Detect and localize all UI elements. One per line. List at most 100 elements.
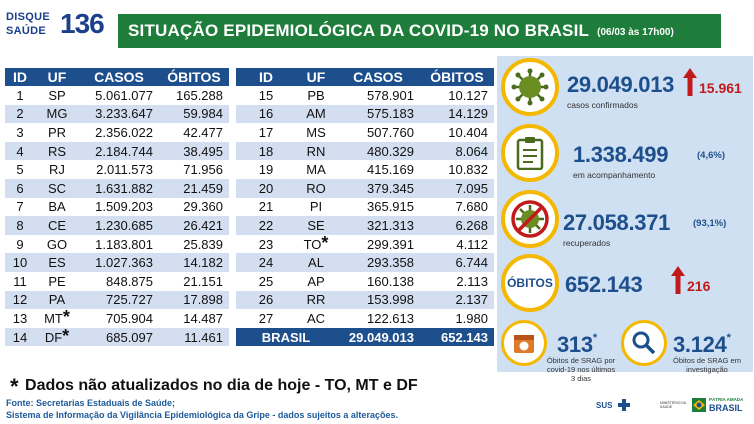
cell-obitos: 71.956: [159, 160, 229, 179]
cell-casos: 848.875: [79, 271, 159, 291]
cell-uf: AC: [296, 309, 336, 328]
deaths-value: 652.143: [565, 272, 643, 297]
update-date: (06/03 às 17h00): [597, 27, 674, 38]
cell-obitos: 10.832: [420, 160, 494, 179]
cell-casos: 379.345: [336, 178, 420, 198]
cell-casos: 725.727: [79, 290, 159, 310]
cell-uf-text: TO: [303, 236, 322, 252]
cell-uf-text: GO: [46, 236, 68, 252]
col-casos: CASOS: [336, 68, 420, 86]
cell-id: 3: [5, 123, 35, 142]
cell-casos: 2.356.022: [79, 123, 159, 142]
cell-casos: 293.358: [336, 253, 420, 272]
monitoring-pct: (4,6%): [697, 150, 725, 161]
source-line-2: Sistema de Informação da Vigilância Epid…: [6, 410, 398, 420]
table-row: 4 RS 2.184.744 38.495: [5, 141, 229, 161]
logo-line1: DISQUE: [6, 11, 50, 23]
cell-id: 10: [5, 253, 35, 272]
cell-uf-text: MS: [306, 124, 326, 140]
table-row: 18 RN 480.329 8.064: [236, 141, 494, 161]
cell-uf-text: DF: [44, 329, 63, 345]
cell-id: 6: [5, 178, 35, 198]
cell-uf-star: *: [321, 232, 329, 253]
cell-id: 20: [236, 178, 296, 198]
cell-obitos: 21.151: [159, 271, 229, 291]
calendar-icon: [501, 320, 547, 366]
cell-casos: 705.904: [79, 309, 159, 328]
col-uf: UF: [35, 68, 79, 86]
cell-id: 23: [236, 234, 296, 254]
cell-uf-text: RR: [306, 292, 326, 308]
table-row: 23 TO* 299.391 4.112: [236, 232, 494, 254]
cell-uf: CE: [35, 216, 79, 235]
cell-uf-text: PB: [307, 87, 325, 103]
table-row: 6 SC 1.631.882 21.459: [5, 178, 229, 198]
cell-uf: MT*: [35, 308, 79, 328]
cell-id: 9: [5, 234, 35, 254]
cell-id: 16: [236, 104, 296, 124]
cell-casos: 321.313: [336, 216, 420, 235]
cell-casos: 1.183.801: [79, 234, 159, 254]
cell-uf-text: PI: [309, 199, 323, 215]
col-id: ID: [236, 68, 296, 86]
cell-id: 4: [5, 141, 35, 161]
cell-uf-text: RJ: [49, 162, 65, 178]
cell-uf: SP: [35, 86, 79, 105]
cell-uf-text: CE: [47, 217, 67, 233]
table-row: 24 AL 293.358 6.744: [236, 253, 494, 272]
cell-uf-star: *: [62, 325, 70, 346]
source-line-1: Fonte: Secretarias Estaduais de Saúde;: [6, 398, 176, 408]
table-row: 9 GO 1.183.801 25.839: [5, 234, 229, 254]
brasil-label: BRASIL: [236, 327, 336, 347]
cell-id: 14: [5, 327, 35, 347]
cell-uf: PR: [35, 123, 79, 142]
cell-uf-text: PA: [48, 292, 66, 308]
table-row: 19 MA 415.169 10.832: [236, 160, 494, 179]
cell-uf-text: RN: [306, 143, 326, 159]
virus-icon: [501, 58, 559, 116]
cell-obitos: 21.459: [159, 178, 229, 198]
cell-uf: SE: [296, 216, 336, 235]
srag-investigation-caption: Óbitos de SRAG em investigação: [667, 356, 747, 374]
clipboard-icon: [501, 124, 559, 182]
srag-deaths-caption-line: 3 dias: [570, 374, 591, 383]
cell-uf-text: AP: [307, 273, 325, 289]
confirmed-label: casos confirmados: [567, 100, 638, 110]
table-row: 11 PE 848.875 21.151: [5, 271, 229, 291]
sus-cross-icon: [618, 399, 630, 411]
cell-uf-text: AC: [306, 310, 326, 326]
cell-obitos: 1.980: [420, 309, 494, 328]
monitoring-value: 1.338.499: [573, 142, 669, 167]
cell-id: 22: [236, 216, 296, 235]
cell-obitos: 2.113: [420, 271, 494, 291]
cell-obitos: 6.744: [420, 253, 494, 272]
cell-casos: 299.391: [336, 234, 420, 254]
brasil-text: BRASIL: [709, 403, 743, 413]
srag-investigation-value: 3.124*: [673, 332, 731, 358]
cell-obitos: 7.680: [420, 197, 494, 217]
cell-casos: 480.329: [336, 141, 420, 161]
cell-id: 17: [236, 123, 296, 142]
srag-deaths-caption-line: covid-19 nos últimos: [546, 365, 616, 374]
table-row: 20 RO 379.345 7.095: [236, 178, 494, 198]
col-obitos: ÓBITOS: [159, 68, 229, 86]
cell-id: 5: [5, 160, 35, 179]
brasil-total-row: BRASIL 29.049.013 652.143: [236, 327, 494, 347]
cell-id: 1: [5, 86, 35, 105]
cell-obitos: 14.129: [420, 104, 494, 124]
cell-obitos: 8.064: [420, 141, 494, 161]
flag-icon: [692, 398, 706, 412]
table-row: 8 CE 1.230.685 26.421: [5, 216, 229, 235]
cell-obitos: 42.477: [159, 123, 229, 142]
table-row: 5 RJ 2.011.573 71.956: [5, 160, 229, 179]
srag-investigation-caption-line: investigação: [686, 365, 728, 374]
cell-obitos: 29.360: [159, 197, 229, 217]
cell-uf: GO: [35, 234, 79, 254]
cell-obitos: 6.268: [420, 216, 494, 235]
table-row: 21 PI 365.915 7.680: [236, 197, 494, 217]
footnote: * Dados não atualizados no dia de hoje -…: [10, 374, 418, 400]
obitos-badge-label: ÓBITOS: [507, 276, 553, 290]
cell-uf: RR: [296, 290, 336, 310]
cell-uf: AL: [296, 253, 336, 272]
cell-uf: RN: [296, 141, 336, 161]
